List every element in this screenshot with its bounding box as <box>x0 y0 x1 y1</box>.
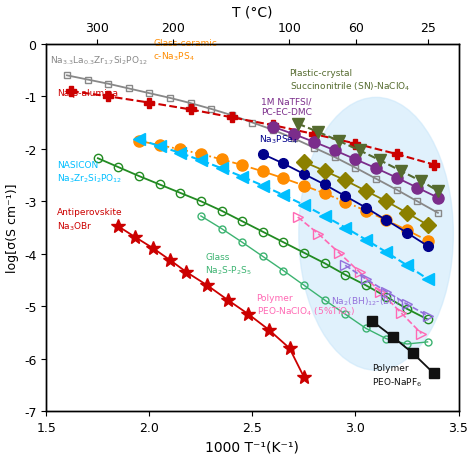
Text: Na-β-alumina: Na-β-alumina <box>56 89 118 98</box>
Text: Glass
Na$_2$S-P$_2$S$_5$: Glass Na$_2$S-P$_2$S$_5$ <box>205 252 252 276</box>
Text: Plastic-crystal
Succinonitrile (SN)-NaClO$_4$: Plastic-crystal Succinonitrile (SN)-NaCl… <box>290 69 410 93</box>
Text: Na$_3$PSe$_4$: Na$_3$PSe$_4$ <box>259 133 298 145</box>
Text: Glass-ceramic
c-Na$_3$PS$_4$: Glass-ceramic c-Na$_3$PS$_4$ <box>154 39 218 63</box>
Y-axis label: log[σ(S cm⁻¹)]: log[σ(S cm⁻¹)] <box>6 183 18 273</box>
Text: Na$_{3.3}$La$_{0.3}$Zr$_{1.7}$Si$_2$PO$_{12}$: Na$_{3.3}$La$_{0.3}$Zr$_{1.7}$Si$_2$PO$_… <box>50 54 148 67</box>
Text: Polymer
PEO-NaPF$_6$: Polymer PEO-NaPF$_6$ <box>372 364 422 388</box>
Text: NASICON
Na$_3$Zr$_2$Si$_2$PO$_{12}$: NASICON Na$_3$Zr$_2$Si$_2$PO$_{12}$ <box>56 161 122 185</box>
Text: Polymer
PEO-NaClO$_4$ (5%TiO$_2$): Polymer PEO-NaClO$_4$ (5%TiO$_2$) <box>256 293 355 317</box>
X-axis label: T (°C): T (°C) <box>232 6 273 20</box>
Ellipse shape <box>299 98 453 370</box>
Text: Antiperovskite
Na$_3$OBr: Antiperovskite Na$_3$OBr <box>56 208 122 232</box>
X-axis label: 1000 T⁻¹(K⁻¹): 1000 T⁻¹(K⁻¹) <box>206 439 300 453</box>
Text: 1M NaTFSI/
PC-EC-DMC: 1M NaTFSI/ PC-EC-DMC <box>261 97 311 117</box>
Text: Na$_2$(BH)$_{12}$-(BH)$_{10}$: Na$_2$(BH)$_{12}$-(BH)$_{10}$ <box>331 295 409 308</box>
